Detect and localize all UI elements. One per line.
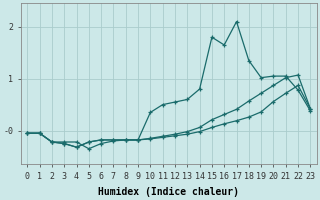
X-axis label: Humidex (Indice chaleur): Humidex (Indice chaleur) xyxy=(98,186,239,197)
